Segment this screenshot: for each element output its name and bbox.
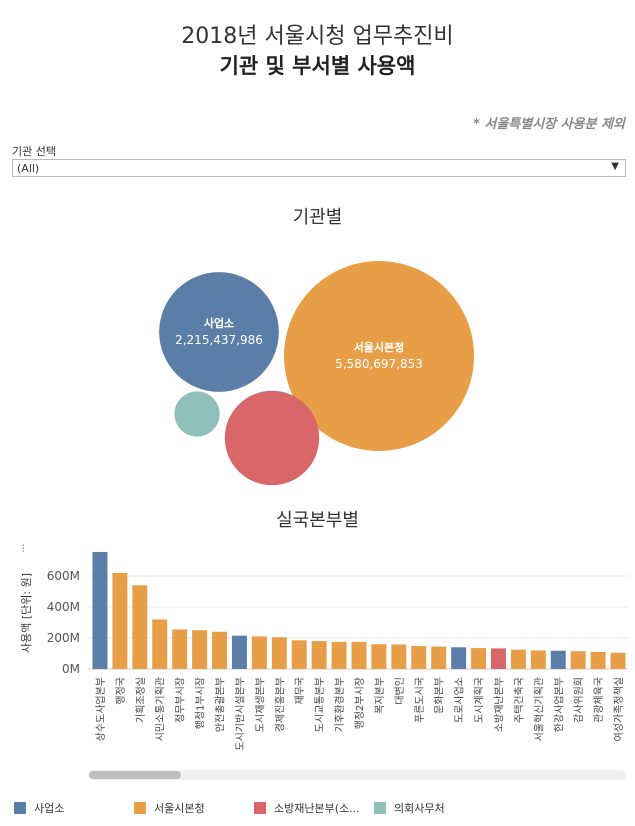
- bubble-value-label: 5,580,697,853: [335, 357, 423, 371]
- legend-item[interactable]: 서울시본청: [134, 800, 205, 816]
- bar[interactable]: [590, 651, 606, 669]
- bar[interactable]: [510, 649, 526, 669]
- x-tick-label: 소방재난본부: [493, 677, 505, 732]
- bar[interactable]: [112, 572, 128, 669]
- bar-chart: ⫶ 사용액 [단위: 원] 0M 200M 400M 600M 상수도사업본부 행정국 기획조정…: [20, 544, 628, 751]
- x-tick-label: 도시기반시설본부: [234, 677, 246, 751]
- bubble-label: 서울시본청: [354, 340, 405, 354]
- bubble-value-label: 2,215,437,986: [175, 333, 263, 347]
- page-title-line2: 기관 및 부서별 사용액: [219, 54, 416, 78]
- x-tick-label: 상수도사업본부: [94, 677, 107, 741]
- x-tick-label: 행정국: [115, 677, 127, 705]
- legend-label: 서울시본청: [154, 802, 205, 815]
- legend-item[interactable]: 소방재난본부(소...: [254, 800, 360, 816]
- x-tick-label: 도로사업소: [453, 677, 466, 723]
- y-tick-label: 0M: [62, 662, 80, 676]
- bar[interactable]: [471, 648, 487, 669]
- bar[interactable]: [291, 640, 307, 669]
- bar[interactable]: [550, 650, 566, 669]
- x-tick-label: 안전총괄본부: [215, 677, 227, 732]
- legend-swatch: [14, 802, 26, 814]
- dropdown-arrow-icon[interactable]: ▼: [611, 161, 619, 172]
- x-tick-label: 감사위원회: [572, 677, 585, 723]
- x-tick-label: 기획조정실: [135, 677, 147, 723]
- bar[interactable]: [251, 636, 267, 669]
- x-tick-label: 여성가족정책실: [613, 677, 625, 741]
- legend-label: 의회사무처: [394, 802, 445, 815]
- x-tick-label: 대변인: [394, 677, 406, 705]
- y-tick-label: 200M: [47, 631, 80, 645]
- bar[interactable]: [331, 641, 347, 669]
- x-tick-label: 재무국: [294, 677, 306, 705]
- bar[interactable]: [231, 635, 247, 669]
- bar[interactable]: [152, 619, 168, 669]
- bar[interactable]: [411, 646, 427, 669]
- x-tick-label: 문화본부: [434, 677, 446, 714]
- bar[interactable]: [610, 652, 626, 669]
- bubble-chart: 사업소 2,215,437,986 서울시본청 5,580,697,853: [159, 261, 474, 486]
- bar[interactable]: [391, 644, 407, 669]
- bar-chart-title: 실국본부별: [276, 510, 359, 531]
- x-tick-label: 도시재생본부: [254, 677, 266, 732]
- x-tick-label: 한강사업본부: [552, 677, 565, 732]
- x-tick-label: 푸른도시국: [414, 677, 426, 723]
- y-axis-label: 사용액 [단위: 원]: [20, 573, 33, 653]
- legend: 사업소 서울시본청 소방재난본부(소... 의회사무처: [14, 800, 629, 818]
- exclusion-note: * 서울특별시장 사용분 제외: [473, 117, 625, 132]
- bar[interactable]: [351, 641, 367, 669]
- bubble-label: 사업소: [204, 316, 234, 330]
- x-tick-label: 행정1부시장: [195, 677, 207, 729]
- agency-filter-dropdown[interactable]: (All) ▼: [12, 159, 626, 177]
- x-tick-label: 행정2부시장: [354, 677, 366, 729]
- bar[interactable]: [311, 641, 327, 669]
- bar[interactable]: [92, 551, 108, 669]
- bar[interactable]: [212, 631, 227, 669]
- y-tick-label: 400M: [47, 600, 80, 614]
- x-tick-label: 시민소통기획관: [155, 677, 167, 741]
- legend-label: 사업소: [34, 802, 65, 815]
- bar[interactable]: [451, 647, 467, 669]
- bar[interactable]: [491, 648, 506, 669]
- x-tick-label: 도시계획국: [474, 677, 486, 723]
- bar[interactable]: [570, 651, 586, 669]
- bar[interactable]: [530, 650, 546, 669]
- x-tick-label: 경제진흥본부: [273, 677, 286, 732]
- horizontal-scrollbar[interactable]: [88, 770, 626, 780]
- bubble-business-office[interactable]: [159, 272, 279, 392]
- legend-swatch: [374, 802, 386, 814]
- legend-item[interactable]: 의회사무처: [374, 800, 445, 816]
- x-tick-label: 주택건축국: [513, 677, 525, 723]
- bubble-city-hall[interactable]: [284, 261, 474, 451]
- filter-label: 기관 선택: [12, 145, 56, 158]
- scrollbar-thumb[interactable]: [89, 771, 181, 779]
- page-title-line1: 2018년 서울시청 업무추진비: [181, 24, 454, 49]
- legend-swatch: [134, 802, 146, 814]
- legend-label: 소방재난본부(소...: [274, 802, 360, 815]
- x-tick-label: 복지본부: [374, 677, 386, 714]
- bar[interactable]: [371, 644, 387, 669]
- legend-swatch: [254, 802, 266, 814]
- bar[interactable]: [192, 630, 208, 669]
- x-tick-label: 서울혁신기획관: [533, 677, 545, 741]
- x-tick-label: 기후환경본부: [333, 677, 346, 732]
- bubble-fire-hq[interactable]: [224, 390, 320, 486]
- bar[interactable]: [271, 637, 287, 669]
- y-tick-label: 600M: [47, 569, 80, 583]
- legend-item[interactable]: 사업소: [14, 800, 64, 816]
- axis-sort-icon[interactable]: ⫶: [22, 544, 25, 555]
- bubble-council[interactable]: [174, 391, 220, 437]
- bar[interactable]: [431, 646, 447, 669]
- bubble-chart-title: 기관별: [292, 207, 343, 228]
- x-tick-label: 도시교통본부: [314, 677, 326, 732]
- bar[interactable]: [172, 629, 188, 669]
- filter-selected-value: (All): [17, 162, 40, 175]
- x-tick-label: 정무부시장: [175, 677, 187, 723]
- x-tick-label: 관광체육국: [593, 677, 605, 723]
- bar[interactable]: [132, 585, 148, 669]
